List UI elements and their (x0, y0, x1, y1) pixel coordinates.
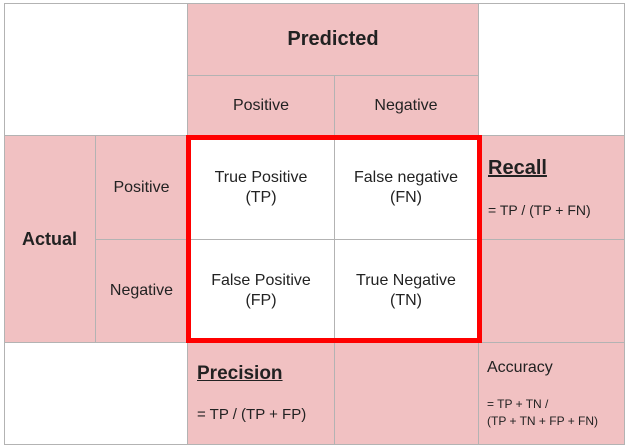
recall-formula: = TP / (TP + FN) (488, 202, 591, 218)
empty-bottom-middle (334, 342, 478, 445)
grid-line (4, 135, 625, 136)
precision-cell: Precision = TP / (TP + FP) (188, 342, 334, 445)
grid-line (334, 75, 335, 445)
tn-abbr: (TN) (390, 291, 422, 309)
fn-label: False negative (353, 168, 459, 186)
grid-line (95, 239, 625, 240)
true-positive-cell: True Positive (TP) (188, 136, 334, 239)
accuracy-formula-line1: = TP + TN / (487, 397, 549, 411)
actual-negative-label: Negative (109, 281, 174, 299)
accuracy-title: Accuracy (487, 359, 553, 376)
actual-label: Actual (21, 228, 77, 249)
true-negative-cell: True Negative (TN) (334, 239, 478, 342)
recall-title: Recall (488, 157, 547, 179)
actual-header: Actual (4, 136, 95, 342)
grid-line (4, 342, 625, 343)
actual-positive-label: Positive (113, 178, 170, 196)
precision-formula: = TP / (TP + FP) (197, 406, 307, 423)
grid-line (478, 3, 479, 445)
empty-bottom-left (4, 342, 188, 445)
accuracy-formula-line2: (TP + TN + FP + FN) (487, 414, 599, 428)
predicted-positive-header: Positive (188, 75, 334, 136)
accuracy-cell: Accuracy = TP + TN / (TP + TN + FP + FN) (478, 342, 625, 445)
predicted-positive-label: Positive (232, 96, 290, 114)
tn-label: True Negative (356, 271, 456, 289)
fp-label: False Positive (211, 271, 311, 289)
tp-label: True Positive (214, 168, 308, 186)
grid-line (4, 3, 625, 4)
recall-cell: Recall = TP / (TP + FN) (478, 136, 625, 239)
tp-abbr: (TP) (245, 188, 277, 206)
empty-top-left (4, 3, 188, 136)
predicted-negative-header: Negative (334, 75, 478, 136)
grid-line (187, 3, 188, 445)
grid-line (4, 3, 5, 445)
grid-line (624, 3, 625, 445)
grid-line (4, 444, 625, 445)
precision-title: Precision (197, 363, 283, 384)
predicted-negative-label: Negative (374, 96, 438, 114)
false-positive-cell: False Positive (FP) (188, 239, 334, 342)
grid-line (187, 75, 479, 76)
predicted-header: Predicted (188, 3, 478, 75)
false-negative-cell: False negative (FN) (334, 136, 478, 239)
actual-positive-header: Positive (95, 136, 188, 239)
empty-top-right (478, 3, 625, 136)
fn-abbr: (FN) (390, 188, 422, 206)
fp-abbr: (FP) (245, 291, 277, 309)
predicted-label: Predicted (287, 27, 379, 50)
empty-right-negative (478, 239, 625, 342)
actual-negative-header: Negative (95, 239, 188, 342)
